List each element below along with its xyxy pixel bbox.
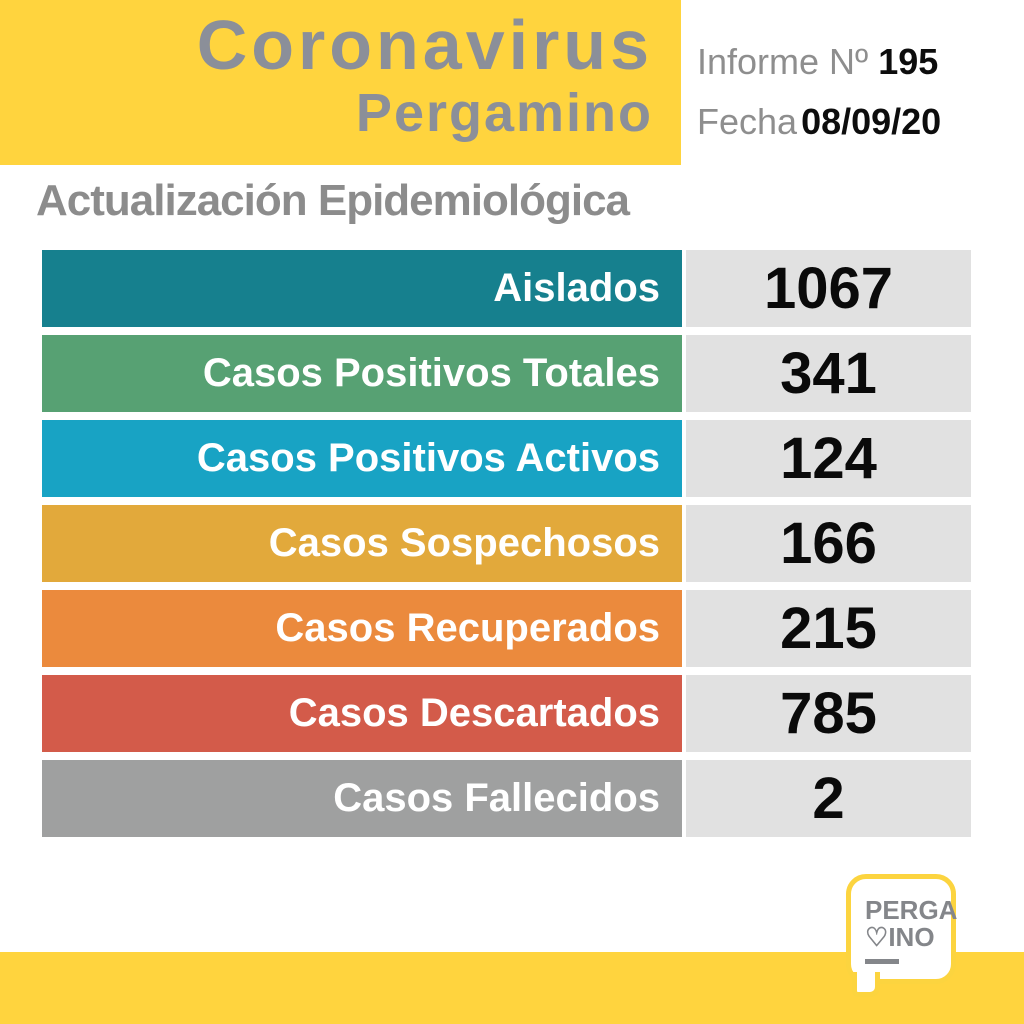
table-row: Casos Sospechosos 166: [42, 505, 971, 582]
row-value: 124: [780, 426, 877, 491]
logo-text-line2: ♡INO: [865, 924, 951, 951]
row-value-cell: 124: [686, 420, 971, 497]
row-value: 2: [812, 766, 845, 831]
logo-text-line1: PERGA: [865, 895, 958, 925]
table-row: Casos Positivos Totales 341: [42, 335, 971, 412]
row-value: 215: [780, 596, 877, 661]
report-number-label: Informe Nº: [697, 41, 869, 82]
report-info: Informe Nº 195 Fecha 08/09/20: [697, 42, 941, 162]
row-label: Aislados: [493, 266, 660, 310]
pergamino-logo: PERGA ♡INO: [846, 874, 958, 984]
row-value-cell: 785: [686, 675, 971, 752]
section-title: Actualización Epidemiológica: [36, 176, 630, 225]
row-label-bar: Casos Sospechosos: [42, 505, 682, 582]
heart-icon: ♡: [865, 922, 889, 952]
row-value-cell: 215: [686, 590, 971, 667]
logo-speech-tail: [852, 972, 880, 997]
row-label-bar: Casos Positivos Totales: [42, 335, 682, 412]
report-date-value: 08/09/20: [801, 101, 942, 142]
row-value: 166: [780, 511, 877, 576]
page-subtitle: Pergamino: [355, 83, 653, 143]
row-label: Casos Positivos Activos: [196, 436, 660, 480]
report-date-line: Fecha 08/09/20: [697, 102, 941, 142]
row-label: Casos Sospechosos: [268, 521, 660, 565]
row-label-bar: Aislados: [42, 250, 682, 327]
header-block: Coronavirus Pergamino: [0, 0, 681, 165]
table-row: Aislados 1067: [42, 250, 971, 327]
row-value-cell: 341: [686, 335, 971, 412]
logo-underline: [865, 959, 899, 964]
table-row: Casos Descartados 785: [42, 675, 971, 752]
row-value-cell: 166: [686, 505, 971, 582]
stats-table: Aislados 1067 Casos Positivos Totales 34…: [42, 250, 971, 845]
table-row: Casos Fallecidos 2: [42, 760, 971, 837]
row-value-cell: 2: [686, 760, 971, 837]
logo-text-line2-rest: INO: [888, 922, 935, 952]
row-value-cell: 1067: [686, 250, 971, 327]
row-label-bar: Casos Recuperados: [42, 590, 682, 667]
header-titles: Coronavirus Pergamino: [197, 10, 653, 140]
row-value: 1067: [763, 256, 894, 321]
row-label: Casos Recuperados: [275, 606, 660, 650]
row-label-bar: Casos Descartados: [42, 675, 682, 752]
report-number-value: 195: [878, 41, 939, 82]
row-label: Casos Positivos Totales: [202, 351, 660, 395]
table-row: Casos Recuperados 215: [42, 590, 971, 667]
row-label-bar: Casos Fallecidos: [42, 760, 682, 837]
table-row: Casos Positivos Activos 124: [42, 420, 971, 497]
row-label: Casos Fallecidos: [333, 776, 660, 820]
report-date-label: Fecha: [697, 101, 798, 142]
row-value: 785: [780, 681, 877, 746]
row-value: 341: [780, 341, 877, 406]
row-label-bar: Casos Positivos Activos: [42, 420, 682, 497]
report-number-line: Informe Nº 195: [697, 42, 941, 82]
page-title: Coronavirus: [196, 6, 653, 84]
row-label: Casos Descartados: [288, 691, 660, 735]
